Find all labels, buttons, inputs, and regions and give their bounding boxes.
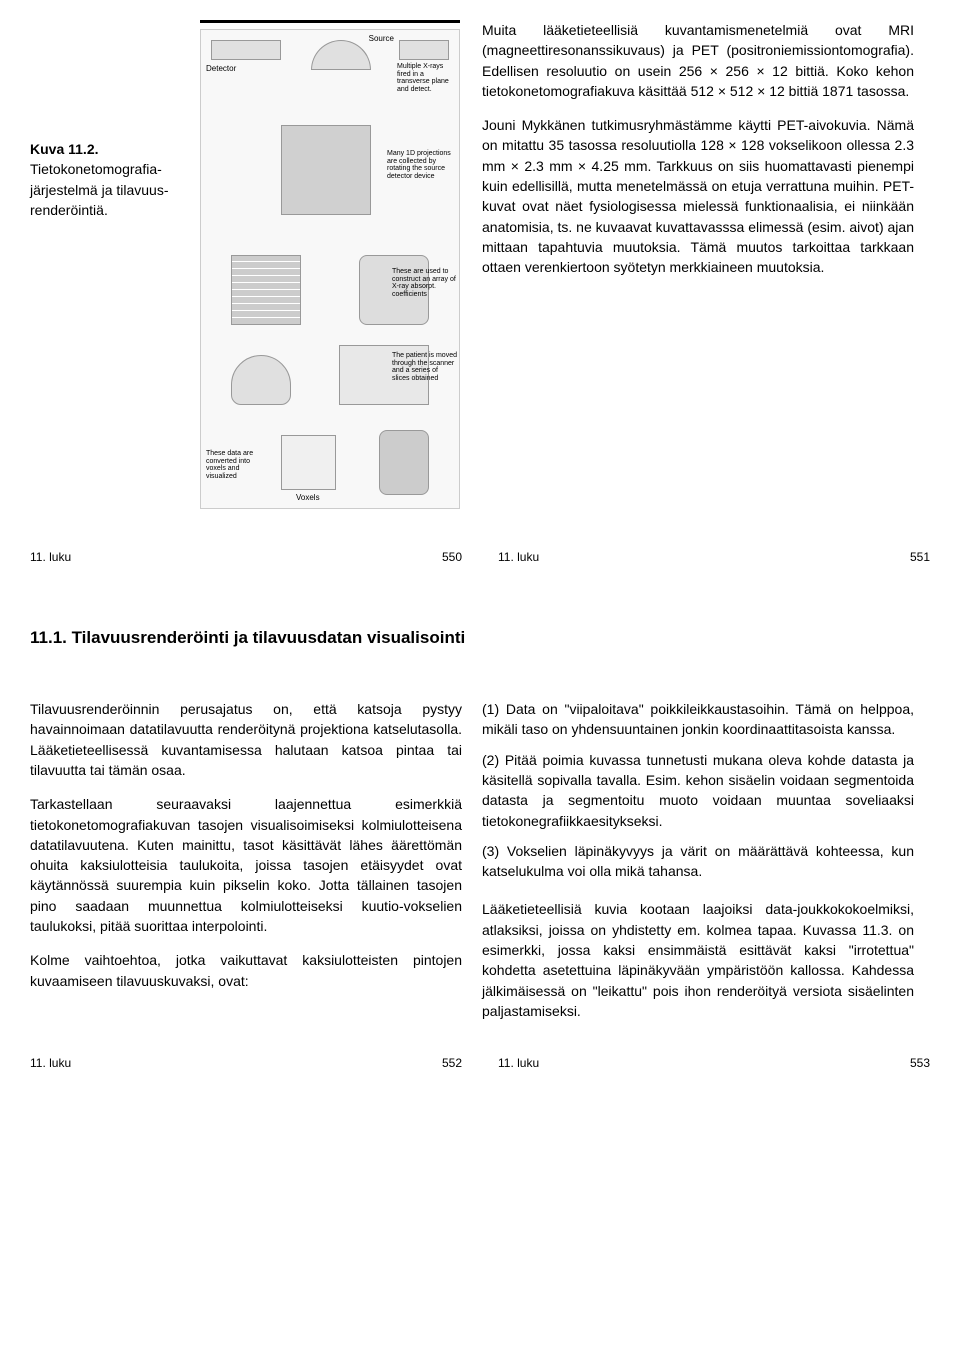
bottom-section: 11.1. Tilavuusrenderöinti ja tilavuusdat… — [30, 626, 930, 1035]
footer-chapter-553: 11. luku — [498, 1055, 539, 1072]
footer-page-551: 551 — [910, 549, 930, 566]
br-paragraph-4: Lääketieteellisiä kuvia kootaan laajoiks… — [482, 899, 914, 1021]
bottom-right-column: (1) Data on "viipaloitava" poikkileikkau… — [482, 699, 914, 1035]
diagram-label-detector: Detector — [206, 63, 236, 75]
bl-paragraph-1: Tilavuusrenderöinnin perusajatus on, ett… — [30, 699, 462, 780]
footer-right-pair-2: 11. luku 553 — [498, 1055, 930, 1072]
footer-left-pair-2: 11. luku 552 — [30, 1055, 462, 1072]
ct-diagram-illustration: Detector Source Multiple X-rays fired in… — [200, 29, 460, 509]
right-column: Muita lääketieteellisiä kuvantamismenete… — [482, 20, 914, 509]
bl-paragraph-2: Tarkastellaan seuraavaksi laajennettua e… — [30, 794, 462, 936]
footer-chapter-550: 11. luku — [30, 549, 71, 566]
figure-caption: Kuva 11.2. Tietokonetomografia-järjestel… — [30, 139, 190, 220]
footer-chapter-551: 11. luku — [498, 549, 539, 566]
diagram-label-xrays: Multiple X-rays fired in a transverse pl… — [397, 63, 457, 94]
figure-top-rule — [200, 20, 460, 23]
intro-paragraph-1: Muita lääketieteellisiä kuvantamismenete… — [482, 20, 914, 101]
left-column: Kuva 11.2. Tietokonetomografia-järjestel… — [30, 20, 462, 509]
diagram-label-construct: These are used to construct an array of … — [392, 268, 457, 299]
section-heading: 11.1. Tilavuusrenderöinti ja tilavuusdat… — [30, 626, 930, 651]
ct-diagram: Detector Source Multiple X-rays fired in… — [200, 29, 460, 509]
list-item-1: (1) Data on "viipaloitava" poikkileikkau… — [482, 699, 914, 740]
footer-right-pair: 11. luku 551 — [498, 549, 930, 566]
intro-paragraph-2: Jouni Mykkänen tutkimusryhmästämme käytt… — [482, 115, 914, 277]
list-item-3: (3) Vokselien läpinäkyvyys ja värit on m… — [482, 841, 914, 882]
diagram-label-source: Source — [369, 33, 394, 45]
diagram-label-patient: The patient is moved through the scanner… — [392, 352, 457, 383]
footer-page-553: 553 — [910, 1055, 930, 1072]
page-footer-row-bottom: 11. luku 552 11. luku 553 — [30, 1055, 930, 1072]
bl-paragraph-3: Kolme vaihtoehtoa, jotka vaikuttavat kak… — [30, 950, 462, 991]
bottom-left-column: Tilavuusrenderöinnin perusajatus on, ett… — [30, 699, 462, 1035]
figure-caption-text: Tietokonetomografia-järjestelmä ja tilav… — [30, 161, 169, 218]
diagram-label-voxels-text: These data are converted into voxels and… — [206, 450, 271, 481]
footer-chapter-552: 11. luku — [30, 1055, 71, 1072]
diagram-label-projections: Many 1D projections are collected by rot… — [387, 150, 457, 181]
top-section: Kuva 11.2. Tietokonetomografia-järjestel… — [30, 20, 930, 509]
footer-left-pair: 11. luku 550 — [30, 549, 462, 566]
figure-label: Kuva 11.2. — [30, 141, 99, 157]
footer-page-550: 550 — [442, 549, 462, 566]
list-item-2: (2) Pitää poimia kuvassa tunnetusti muka… — [482, 750, 914, 831]
footer-page-552: 552 — [442, 1055, 462, 1072]
diagram-label-voxels: Voxels — [296, 492, 320, 504]
page-footer-row-top: 11. luku 550 11. luku 551 — [30, 549, 930, 566]
